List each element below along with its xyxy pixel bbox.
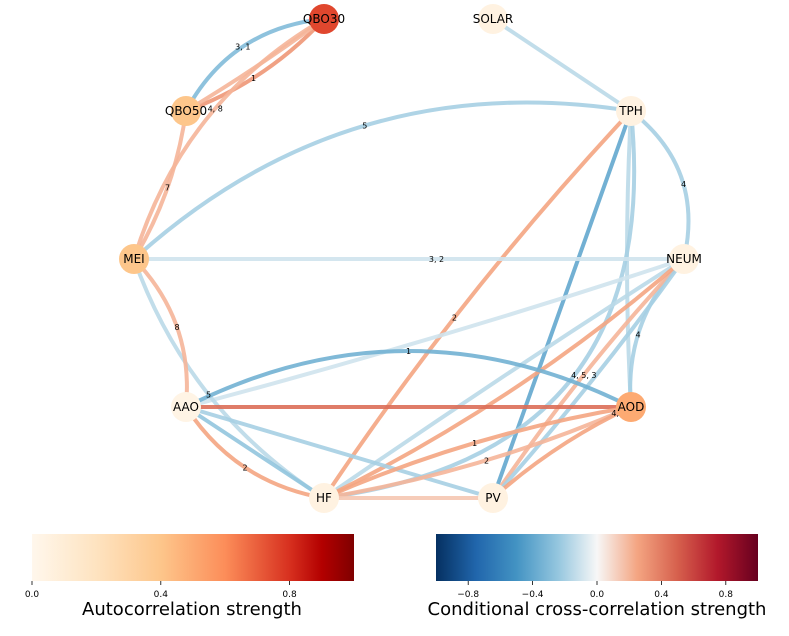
autocorrelation-colorbar-title: Autocorrelation strength [82, 599, 302, 620]
node-hf-circle [309, 483, 339, 513]
colorbar-tick-label: 0.0 [25, 590, 40, 600]
edge-neum-hf [322, 257, 686, 500]
edge-neum-hf [322, 257, 686, 500]
edge-aao-pv [184, 405, 495, 500]
autocorrelation-colorbar: 0.0 0.4 0.8 Autocorrelation strength [25, 534, 354, 620]
edge-lag-label: 7 [165, 184, 170, 193]
colorbar-tick-label: 0.4 [154, 590, 169, 600]
edge-mei-qbo30 [132, 17, 326, 261]
edge-lag-label: 8 [174, 323, 179, 332]
cross-correlation-colorbar-gradient [436, 534, 758, 581]
node-aao: AAO [171, 392, 201, 422]
node-pv: PV [478, 483, 508, 513]
node-tph-circle [616, 96, 646, 126]
node-aao-circle [171, 392, 201, 422]
edge-mei-qbo50 [132, 109, 188, 261]
node-solar: SOLAR [473, 4, 514, 34]
edge-lag-label: 2 [452, 314, 457, 323]
node-neum-circle [669, 244, 699, 274]
nodes-layer: QBO30 SOLAR QBO50 TPH MEI NEUM AAO AOD HF PV [119, 4, 702, 513]
edge-tph-neum [629, 109, 691, 261]
node-tph-label: TPH [618, 104, 643, 118]
node-solar-label: SOLAR [473, 12, 514, 26]
edge-qbo50-qbo30 [184, 17, 326, 113]
edge-neum-pv [491, 257, 686, 500]
node-tph: TPH [616, 96, 646, 126]
edge-lag-label: 4, 8 [208, 105, 223, 114]
node-qbo50-label: QBO50 [165, 104, 207, 118]
node-qbo50: QBO50 [165, 96, 207, 126]
edge-lag-label: 4 [681, 180, 686, 189]
edge-lag-label: 2 [484, 456, 489, 465]
cross-correlation-colorbar: −0.8 −0.4 0.0 0.4 0.8 Conditional cross-corr… [428, 534, 767, 620]
edge-solar-tph [491, 17, 633, 113]
edge-lag-label: 1 [472, 439, 477, 448]
edge-tph-hf [322, 109, 633, 500]
node-mei-label: MEI [123, 252, 144, 266]
node-hf-label: HF [316, 491, 332, 505]
edge-lag-label: 4 [636, 330, 641, 339]
edge-lag-label: 3, 1 [235, 43, 250, 52]
edge-hf-aod [322, 405, 633, 500]
edge-lag-label: 3, 2 [429, 255, 444, 264]
edge-mei-aao [132, 257, 189, 409]
node-qbo50-circle [171, 96, 201, 126]
node-aao-label: AAO [173, 400, 199, 414]
edge-hf-aod [322, 405, 633, 500]
edges-layer [132, 17, 691, 501]
node-pv-label: PV [485, 491, 501, 505]
node-aod-label: AOD [618, 400, 645, 414]
edge-neum-pv [491, 257, 686, 500]
colorbar-tick-label: 0.0 [590, 590, 605, 600]
colorbar-tick-label: 0.4 [654, 590, 669, 600]
colorbar-tick-label: −0.8 [457, 590, 479, 600]
edge-mei-tph [132, 100, 633, 261]
edge-lag-label: 5 [362, 122, 367, 131]
edge-neum-aao [184, 257, 686, 409]
node-qbo30: QBO30 [303, 4, 345, 34]
node-qbo30-circle [309, 4, 339, 34]
autocorrelation-colorbar-ticks: 0.0 0.4 0.8 [25, 581, 297, 600]
node-mei: MEI [119, 244, 149, 274]
node-neum-label: NEUM [666, 252, 702, 266]
colorbar-tick-label: −0.4 [522, 590, 544, 600]
node-aod: AOD [616, 392, 646, 422]
edge-lag-label: 2 [243, 464, 248, 473]
node-neum: NEUM [666, 244, 702, 274]
edge-aao-hf [184, 405, 326, 500]
edge-lag-label: 1 [406, 347, 411, 356]
edge-qbo50-qbo30 [184, 17, 326, 113]
node-hf: HF [309, 483, 339, 513]
edge-lag-label: 5 [206, 391, 211, 400]
node-pv-circle [478, 483, 508, 513]
cross-correlation-colorbar-title: Conditional cross-correlation strength [428, 599, 767, 620]
edge-lag-label: 4, 5, 3 [571, 371, 596, 380]
cross-correlation-colorbar-ticks: −0.8 −0.4 0.0 0.4 0.8 [457, 581, 733, 600]
node-qbo30-label: QBO30 [303, 12, 345, 26]
node-solar-circle [478, 4, 508, 34]
colorbar-tick-label: 0.8 [719, 590, 734, 600]
node-aod-circle [616, 392, 646, 422]
autocorrelation-colorbar-gradient [32, 534, 354, 581]
edge-aao-aod [184, 349, 633, 409]
node-mei-circle [119, 244, 149, 274]
edge-lag-label: 1 [251, 74, 256, 83]
edge-tph-pv [491, 109, 633, 500]
edge-pv-aod [491, 405, 633, 500]
colorbar-tick-label: 0.8 [282, 590, 297, 600]
edge-aao-hf [184, 405, 326, 500]
